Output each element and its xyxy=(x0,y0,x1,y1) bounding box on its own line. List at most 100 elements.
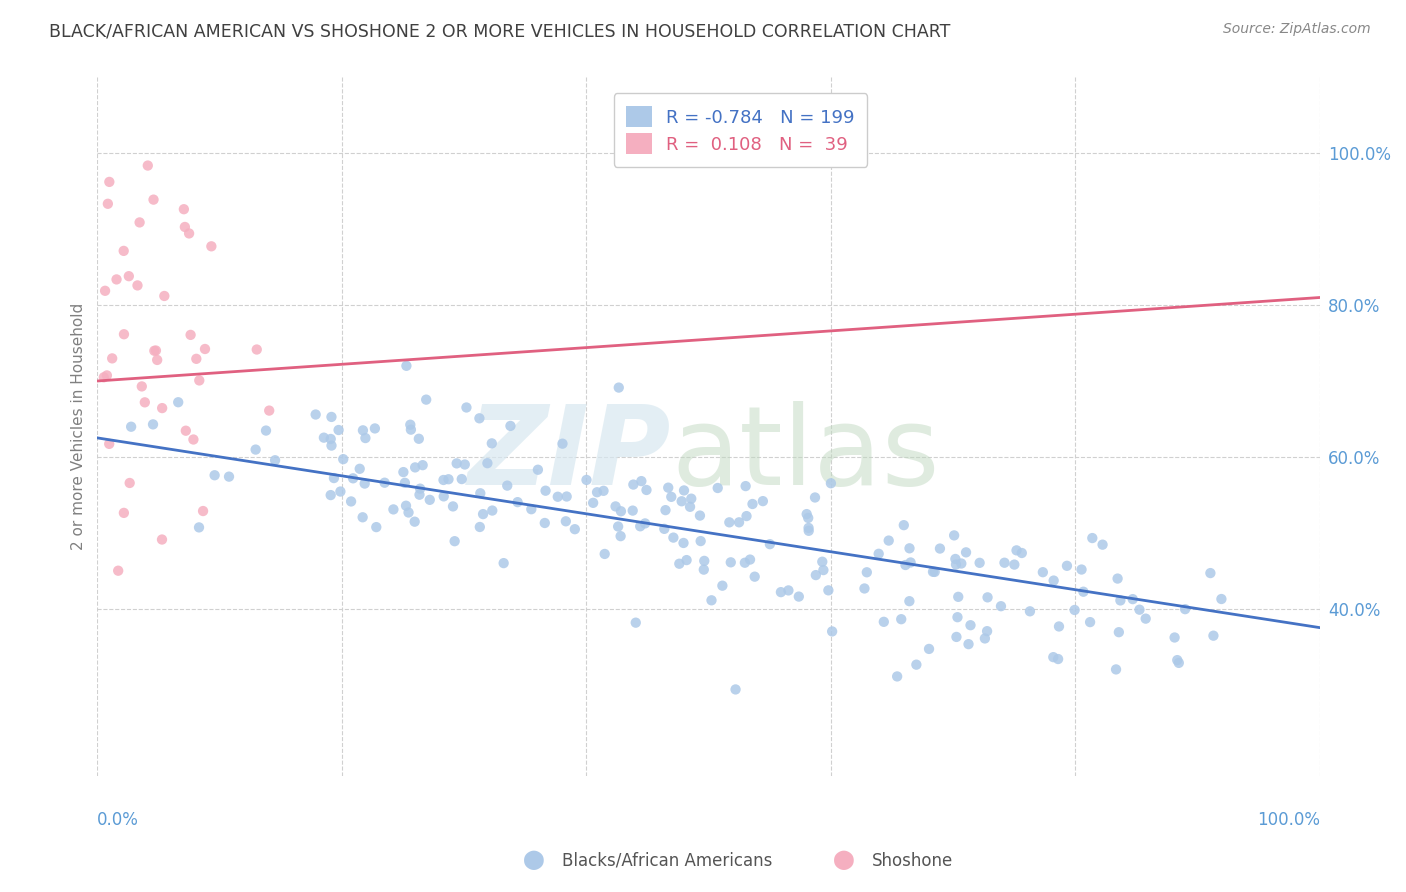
Point xyxy=(662,531,685,545)
Text: ZIP: ZIP xyxy=(468,401,672,508)
Point xyxy=(399,423,422,437)
Point xyxy=(246,343,269,357)
Point xyxy=(728,516,751,530)
Point xyxy=(1042,650,1064,665)
Point xyxy=(990,599,1012,614)
Point xyxy=(724,682,747,697)
Point xyxy=(496,478,519,492)
Point xyxy=(744,569,766,583)
Point xyxy=(593,547,616,561)
Point xyxy=(112,244,135,258)
Text: 0.0%: 0.0% xyxy=(97,811,139,829)
Point xyxy=(886,669,908,683)
Point xyxy=(547,490,569,504)
Point xyxy=(592,483,614,498)
Point xyxy=(254,424,277,438)
Point xyxy=(520,502,543,516)
Point xyxy=(354,431,377,445)
Point xyxy=(492,556,515,570)
Point xyxy=(437,472,460,486)
Point xyxy=(804,491,827,505)
Point xyxy=(352,510,374,524)
Point xyxy=(868,547,890,561)
Point xyxy=(1070,562,1092,576)
Point xyxy=(735,509,758,524)
Point xyxy=(112,506,135,520)
Point xyxy=(652,522,675,536)
Point xyxy=(976,591,998,605)
Point xyxy=(1108,625,1130,640)
Point xyxy=(630,474,652,488)
Point xyxy=(973,632,995,646)
Point xyxy=(1163,631,1185,645)
Point xyxy=(894,558,917,572)
Point xyxy=(150,401,173,416)
Point xyxy=(173,202,195,217)
Point xyxy=(415,392,437,407)
Point xyxy=(1091,538,1114,552)
Text: 100.0%: 100.0% xyxy=(1257,811,1320,829)
Point xyxy=(204,468,226,483)
Point xyxy=(456,401,478,415)
Point xyxy=(257,403,280,417)
Point xyxy=(183,433,205,447)
Point xyxy=(1047,619,1070,633)
Point xyxy=(98,175,121,189)
Point xyxy=(945,552,967,566)
Point xyxy=(993,556,1015,570)
Point xyxy=(329,484,352,499)
Point xyxy=(392,465,415,479)
Point xyxy=(769,585,792,599)
Point xyxy=(134,395,156,409)
Point xyxy=(443,534,465,549)
Point xyxy=(797,521,820,535)
Point xyxy=(659,490,682,504)
Point xyxy=(787,590,810,604)
Point xyxy=(778,583,800,598)
Point xyxy=(128,215,150,229)
Point xyxy=(120,419,142,434)
Text: atlas: atlas xyxy=(672,401,941,508)
Point xyxy=(173,219,195,234)
Text: BLACK/AFRICAN AMERICAN VS SHOSHONE 2 OR MORE VEHICLES IN HOUSEHOLD CORRELATION C: BLACK/AFRICAN AMERICAN VS SHOSHONE 2 OR … xyxy=(49,22,950,40)
Point xyxy=(890,612,912,626)
Point xyxy=(105,272,128,286)
Point xyxy=(955,545,977,559)
Point xyxy=(586,485,609,500)
Text: ⬤: ⬤ xyxy=(832,850,855,870)
Point xyxy=(94,284,117,298)
Point xyxy=(1011,546,1033,560)
Point xyxy=(349,462,371,476)
Point xyxy=(1122,592,1144,607)
Point xyxy=(143,343,166,358)
Point xyxy=(454,458,477,472)
Point xyxy=(905,657,928,672)
Point xyxy=(1042,574,1064,588)
Point xyxy=(605,500,627,514)
Point xyxy=(675,553,697,567)
Point xyxy=(419,492,441,507)
Point xyxy=(679,500,702,514)
Point xyxy=(1166,653,1188,667)
Point xyxy=(174,424,197,438)
Point xyxy=(177,227,200,241)
Point xyxy=(1107,572,1129,586)
Point xyxy=(1005,543,1028,558)
Point xyxy=(797,524,820,538)
Point xyxy=(813,563,835,577)
Point xyxy=(738,552,761,566)
Point xyxy=(945,558,967,572)
Point xyxy=(142,417,165,432)
Point xyxy=(1199,566,1222,580)
Point xyxy=(1211,592,1233,607)
Point xyxy=(433,489,456,503)
Point xyxy=(432,473,454,487)
Point xyxy=(98,437,121,451)
Point xyxy=(107,564,129,578)
Point xyxy=(382,502,405,516)
Point xyxy=(332,452,354,467)
Point xyxy=(948,590,970,604)
Point xyxy=(112,327,135,342)
Point xyxy=(628,519,651,533)
Point xyxy=(575,473,598,487)
